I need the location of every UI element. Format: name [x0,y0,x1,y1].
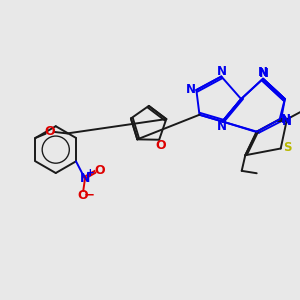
Text: O: O [45,125,55,138]
Text: N: N [217,64,227,78]
Text: N: N [217,120,227,134]
Text: O: O [77,189,88,202]
Text: O: O [156,139,166,152]
Text: N: N [258,66,268,79]
Text: +: + [86,168,95,178]
Text: N: N [80,172,90,185]
Text: −: − [84,188,95,201]
Text: N: N [259,67,269,80]
Text: N: N [282,115,292,128]
Text: N: N [186,83,196,96]
Text: N: N [281,113,291,126]
Text: O: O [95,164,105,177]
Text: S: S [283,141,292,154]
